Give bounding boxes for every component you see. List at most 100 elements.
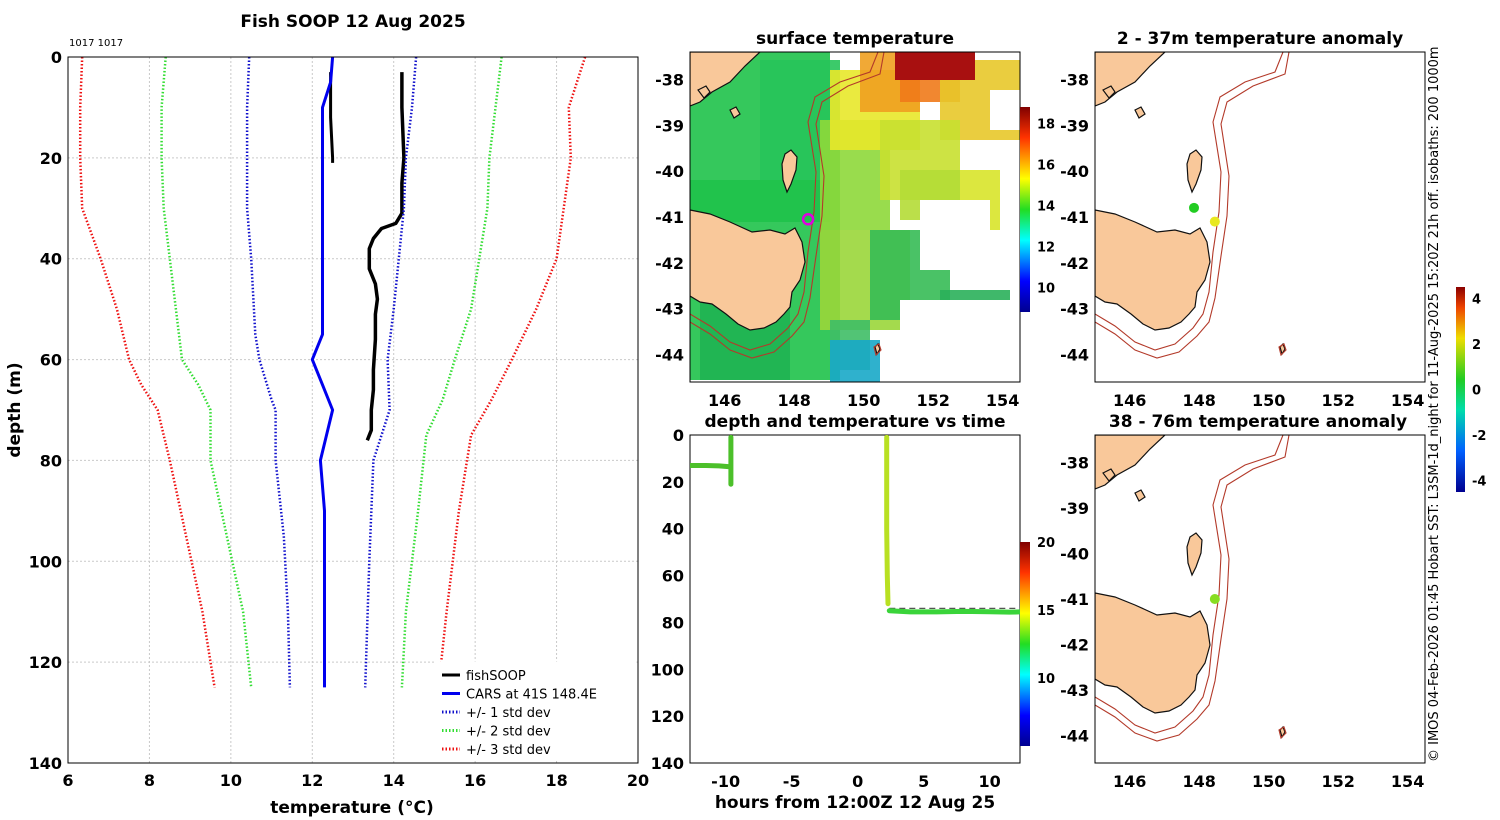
sst-map-area	[690, 52, 1020, 382]
depth-time-colorbar-tick: 15	[1037, 604, 1055, 619]
profile-ytick: 120	[29, 653, 62, 672]
map-ytick: -39	[655, 116, 684, 135]
map-xtick: 152	[1321, 391, 1354, 410]
legend-label: fishSOOP	[466, 669, 526, 684]
profile-title: Fish SOOP 12 Aug 2025	[240, 12, 465, 32]
depth-time-data	[690, 435, 1020, 615]
sst-field	[690, 52, 1020, 382]
map-ytick: -42	[1060, 636, 1089, 655]
anomaly-bottom-title: 38 - 76m temperature anomaly	[1109, 412, 1407, 432]
sst-cloud-gap	[920, 200, 990, 270]
depth-time-colorbar-tick: 20	[1037, 536, 1055, 551]
map-ytick: -40	[1060, 162, 1089, 181]
map-xtick: 148	[778, 391, 811, 410]
profile-series-line	[160, 56, 253, 688]
map-xtick: 154	[986, 391, 1019, 410]
depth-time-ytick: 0	[673, 426, 684, 445]
map-ytick: -42	[1060, 254, 1089, 273]
anomaly-point	[1209, 594, 1220, 604]
profile-xtick: 6	[62, 771, 73, 790]
sst-colorbar-tick: 16	[1037, 158, 1055, 173]
map-xtick: 152	[916, 391, 949, 410]
sst-cloud-gap	[1000, 190, 1020, 230]
legend-box	[435, 661, 637, 760]
depth-time-track	[884, 435, 891, 607]
map-ytick: -40	[1060, 544, 1089, 563]
profile-series-line	[400, 56, 503, 688]
profile-ytick: 0	[51, 48, 62, 67]
anomaly-top-panel: 2 - 37m temperature anomaly 146 148 150 152…	[1060, 29, 1426, 411]
anomaly-colorbar-tick: 0	[1472, 384, 1481, 399]
anomaly-colorbar-tick: 4	[1472, 292, 1481, 307]
profile-xtick: 16	[464, 771, 486, 790]
profile-ytick: 40	[40, 250, 62, 269]
sst-colorbar	[1020, 107, 1030, 312]
sst-cloud-gap	[900, 300, 1010, 382]
depth-time-frame	[689, 434, 1021, 764]
map-ytick: -39	[1060, 116, 1089, 135]
map-xtick: 148	[1183, 391, 1216, 410]
sst-map-panel: surface temperature 146 148 150 152 154 -38 -3…	[655, 29, 1055, 410]
sst-map-ticks: 146 148 150 152 154 -38 -39 -40 -41 -42 -43 -44	[655, 71, 1019, 411]
depth-time-colorbar	[1020, 542, 1030, 746]
depth-time-track	[690, 435, 734, 487]
profile-grid	[67, 56, 639, 764]
legend-label: +/- 1 std dev	[466, 706, 551, 721]
depth-time-ytick: 60	[662, 567, 684, 586]
map-xtick: 154	[1391, 391, 1424, 410]
anomaly-bottom-points	[1209, 594, 1220, 604]
map-ytick: -41	[1060, 590, 1089, 609]
fish-soop-location-marker	[801, 213, 815, 226]
depth-time-panel: depth and temperature vs time -10 -5 0 5 100…	[651, 412, 1056, 813]
profile-ylabel: depth (m)	[5, 362, 25, 457]
map-ytick: -43	[1060, 681, 1089, 700]
profile-ytick: 80	[40, 451, 62, 470]
legend-label: CARS at 41S 148.4E	[466, 688, 597, 703]
depth-time-xtick: 5	[918, 772, 929, 791]
map-ytick: -38	[1060, 71, 1089, 90]
depth-time-xtick: -5	[783, 772, 801, 791]
profile-series-line	[365, 72, 406, 441]
profile-panel: Fish SOOP 12 Aug 2025 1017 1017 6 8 10 12 14…	[5, 12, 649, 818]
sst-cloud-gap	[990, 90, 1020, 130]
profile-xtick: 20	[627, 771, 649, 790]
map-ytick: -42	[655, 254, 684, 273]
map-xtick: 150	[1252, 772, 1285, 791]
map-ytick: -44	[655, 346, 684, 365]
profile-series-line	[329, 72, 335, 163]
profile-series-group	[78, 56, 587, 688]
depth-time-ytick: 40	[662, 520, 684, 539]
legend-label: +/- 3 std dev	[466, 743, 551, 758]
map-ytick: -43	[655, 300, 684, 319]
map-xtick: 148	[1183, 772, 1216, 791]
map-xtick: 146	[1113, 391, 1146, 410]
anomaly-top-points	[1189, 202, 1220, 227]
anomaly-colorbar-ticks: 4 2 0 -2 -4	[1472, 292, 1486, 489]
depth-time-title: depth and temperature vs time	[705, 412, 1006, 432]
sst-colorbar-tick: 12	[1037, 240, 1055, 255]
profile-xtick: 18	[545, 771, 567, 790]
anomaly-top-title: 2 - 37m temperature anomaly	[1117, 29, 1403, 49]
depth-time-xtick: -10	[711, 772, 740, 791]
profile-legend: fishSOOP CARS at 41S 148.4E +/- 1 std dev +…	[435, 661, 637, 760]
sst-colorbar-tick: 14	[1037, 199, 1055, 214]
anomaly-bottom-panel: 38 - 76m temperature anomaly 146 148 150 15…	[1060, 412, 1426, 791]
depth-time-colorbar-tick: 10	[1037, 672, 1055, 687]
profile-xtick: 10	[220, 771, 242, 790]
profile-ytick: 60	[40, 351, 62, 370]
profile-xtick: 8	[144, 771, 155, 790]
anomaly-point	[1189, 202, 1199, 213]
profile-ytick: 140	[29, 754, 62, 773]
profile-id-label: 1017 1017	[69, 38, 123, 49]
map-ytick: -44	[1060, 346, 1089, 365]
map-xtick: 146	[1113, 772, 1146, 791]
profile-series-line	[310, 56, 335, 688]
anomaly-top-ticks: 146 148 150 152 154 -38 -39 -40 -41 -42 -43 -44	[1060, 71, 1424, 411]
map-xtick: 146	[708, 391, 741, 410]
depth-time-ytick: 100	[651, 660, 684, 679]
anomaly-bottom-ticks: 146 148 150 152 154 -38 -39 -40 -41 -42 -43 -44	[1060, 453, 1424, 791]
depth-time-ytick: 140	[651, 754, 684, 773]
map-xtick: 150	[847, 391, 880, 410]
side-note: © IMOS 04-Feb-2026 01:45 Hobart SST: L3S…	[1427, 46, 1442, 762]
